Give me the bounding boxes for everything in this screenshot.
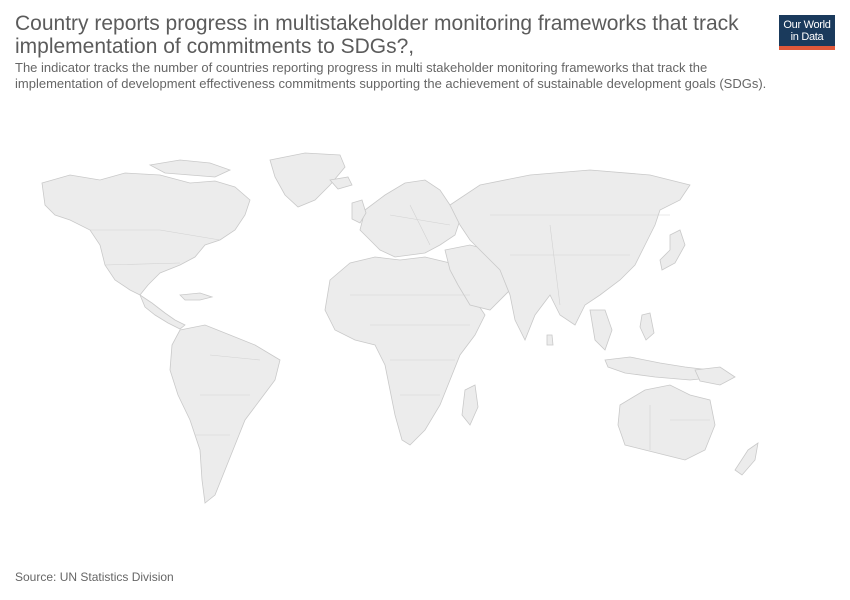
- iceland[interactable]: [329, 176, 353, 190]
- source-note: Source: UN Statistics Division: [15, 570, 174, 584]
- madagascar[interactable]: [461, 384, 479, 426]
- southeast-asia[interactable]: [589, 309, 613, 351]
- british-isles[interactable]: [351, 199, 367, 224]
- logo-line-1: Our World: [783, 19, 831, 31]
- greenland[interactable]: [269, 152, 346, 208]
- caribbean[interactable]: [179, 292, 214, 301]
- south-america[interactable]: [169, 324, 281, 504]
- new-zealand[interactable]: [734, 442, 759, 476]
- owid-logo[interactable]: Our World in Data: [779, 15, 835, 50]
- australia[interactable]: [617, 384, 716, 461]
- north-america[interactable]: [41, 172, 251, 296]
- chart-subtitle: The indicator tracks the number of count…: [15, 60, 767, 91]
- africa[interactable]: [324, 256, 486, 446]
- arctic-islands[interactable]: [148, 159, 232, 178]
- logo-line-2: in Data: [790, 31, 824, 43]
- philippines[interactable]: [639, 312, 655, 341]
- world-map: [41, 152, 759, 504]
- japan[interactable]: [659, 229, 686, 271]
- chart-title: Country reports progress in multistakeho…: [15, 12, 739, 58]
- sri-lanka[interactable]: [546, 334, 554, 346]
- new-guinea[interactable]: [694, 366, 736, 386]
- central-america[interactable]: [139, 293, 186, 330]
